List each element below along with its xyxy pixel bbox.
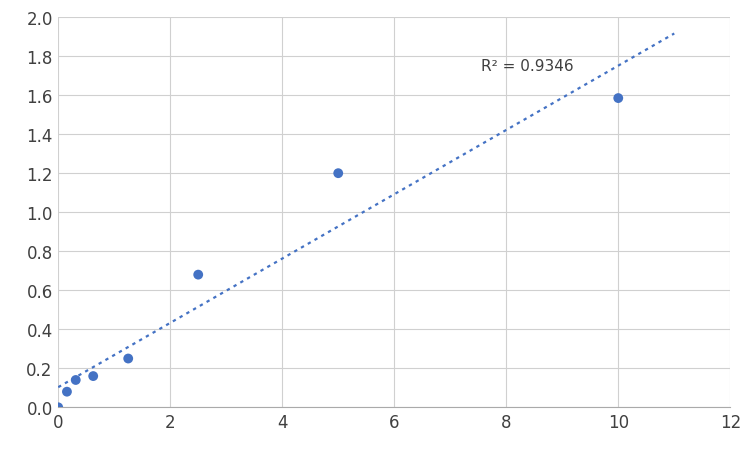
Point bbox=[122, 355, 134, 362]
Text: R² = 0.9346: R² = 0.9346 bbox=[481, 59, 574, 74]
Point bbox=[87, 373, 99, 380]
Point bbox=[70, 377, 82, 384]
Point bbox=[332, 170, 344, 177]
Point bbox=[193, 272, 205, 279]
Point bbox=[52, 404, 64, 411]
Point bbox=[61, 388, 73, 396]
Point bbox=[612, 95, 624, 102]
